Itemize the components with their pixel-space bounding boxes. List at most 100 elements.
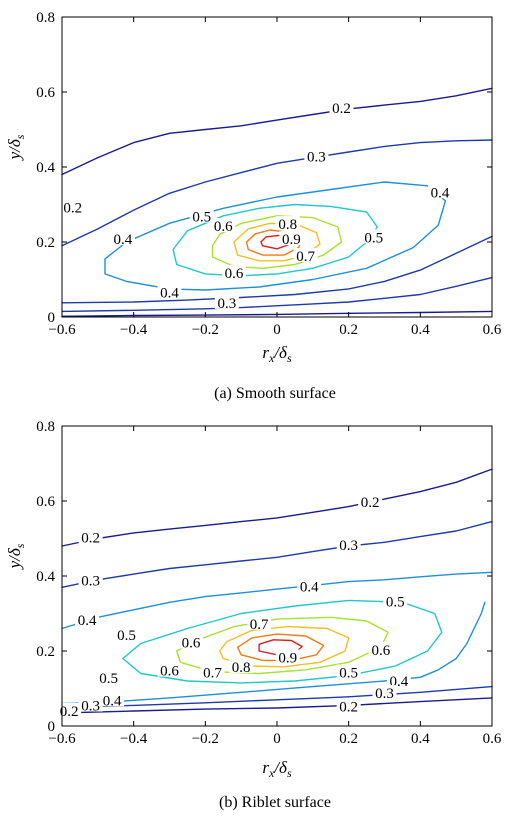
contour-label-bg [114, 627, 139, 641]
y-axis-label: y/δs [5, 543, 27, 570]
y-tick-label: 0.4 [36, 160, 55, 176]
y-tick-label: 0 [48, 719, 56, 735]
panel-b-riblet-surface: 0.20.20.30.30.40.40.50.50.6 0.60.70.5 0.6 0… [5, 419, 502, 811]
contour-label: 0.2 [81, 531, 100, 547]
contour-label-bg [222, 264, 246, 279]
y-tick-label: 0.2 [36, 644, 55, 660]
contour-label: 0.4 [300, 579, 319, 595]
contour-line-0.2-0 [61, 468, 493, 547]
contour-label: 0.4 [78, 613, 97, 629]
x-tick-label: −0.6 [48, 322, 76, 338]
contour-label-bg [275, 649, 300, 664]
contour-label-bg [189, 208, 214, 223]
contour-label-bg [293, 248, 318, 262]
contour-label: 0.6 [214, 219, 233, 235]
contour-line-0.6-0 [176, 616, 389, 675]
contour-label-bg [304, 148, 329, 163]
contour-label-bg [368, 642, 393, 656]
contour-label: 0.9 [282, 232, 301, 248]
contour-label-bg [358, 493, 383, 508]
contour-label-bg [428, 184, 453, 199]
contour-label-bg [157, 662, 182, 677]
contour-label-bg [110, 231, 135, 246]
contour-label-bg [383, 593, 408, 608]
contour-label-bg [372, 685, 397, 700]
contour-label: 0.3 [217, 296, 236, 312]
contour-line-0.7-0 [233, 222, 321, 262]
y-tick-label: 0.8 [36, 419, 55, 435]
contour-label: 0.5 [339, 666, 358, 682]
contour-label: 0.5 [364, 230, 383, 246]
contour-label-bg [179, 634, 203, 649]
contour-label: 0.3 [307, 150, 326, 166]
contour-label: 0.8 [232, 660, 251, 676]
contour-label: 0.5 [386, 594, 405, 610]
contour-label: 0.3 [339, 538, 358, 554]
contour-label: 0.7 [296, 249, 315, 265]
contour-label: 0.3 [81, 699, 100, 715]
contour-label: 0.7 [250, 617, 269, 633]
contour-line-0.2-1 [61, 697, 493, 714]
contour-label-bg [78, 697, 103, 712]
contour-label: 0.6 [225, 266, 244, 282]
contour-label: 0.3 [81, 574, 100, 590]
contour-label: 0.7 [203, 666, 222, 682]
x-tick-label: 0.2 [339, 731, 358, 747]
contour-label: 0.3 [375, 686, 394, 702]
contour-line-0.6-0 [211, 215, 343, 269]
x-tick-label: −0.2 [192, 322, 219, 338]
contour-line-0.5-0 [122, 599, 443, 684]
contour-label-bg [200, 664, 225, 679]
contour-label: 0.8 [278, 217, 297, 233]
x-tick-label: 0.4 [411, 731, 430, 747]
contour-line-0.3-0 [61, 139, 493, 247]
contour-label-bg [275, 216, 300, 231]
contour-label: 0.4 [431, 185, 450, 201]
contour-line-0.2-0 [61, 87, 493, 176]
contour-label-bg [247, 615, 272, 630]
contour-label: 0.6 [372, 643, 391, 659]
contour-label-bg [297, 578, 322, 593]
contour-line-0.3-2 [61, 235, 493, 304]
contour-label-bg [229, 658, 254, 673]
contour-label: 0.2 [332, 101, 351, 117]
y-tick-label: 0.6 [36, 494, 55, 510]
contour-label-bg [336, 537, 361, 551]
x-tick-label: −0.6 [48, 731, 76, 747]
x-tick-label: 0.4 [411, 322, 430, 338]
x-tick-label: 0.6 [483, 731, 502, 747]
contour-label-bg [78, 572, 103, 587]
contour-label-bg [96, 670, 121, 685]
contour-line-0.3-1 [61, 685, 493, 708]
contour-label: 0.5 [117, 628, 136, 644]
contour-label: 0.9 [278, 651, 297, 667]
panel-a-smooth-surface: 0.20.30.20.40.40.30.40.50.50.60.60.70.80… [5, 10, 502, 402]
contour-label: 0.4 [160, 285, 179, 301]
x-tick-label: −0.4 [120, 322, 148, 338]
contour-line-0.7-0 [219, 625, 350, 668]
x-axis-label: rx/δs [262, 343, 292, 365]
plot-frame [61, 16, 493, 318]
contour-line-0.4-0 [61, 571, 493, 630]
contour-label-bg [336, 698, 361, 713]
contour-label-bg [157, 284, 182, 299]
y-axis-label: y/δs [5, 134, 27, 161]
x-tick-label: 0.2 [339, 322, 358, 338]
contour-label-bg [60, 199, 85, 214]
contour-label-bg [214, 294, 239, 309]
contour-label: 0.6 [160, 664, 179, 680]
contour-label-bg [78, 529, 103, 544]
contour-label-bg [279, 231, 304, 246]
x-tick-label: 0 [273, 731, 281, 747]
x-axis-label: rx/δs [262, 758, 292, 780]
y-tick-label: 0.2 [36, 235, 55, 251]
contour-label: 0.4 [114, 232, 133, 248]
contour-label-bg [336, 664, 361, 679]
contour-label: 0.2 [63, 200, 82, 216]
contour-label: 0.4 [103, 693, 122, 709]
x-tick-label: 0 [273, 322, 281, 338]
contour-label-bg [361, 229, 386, 244]
contour-label-bg [211, 218, 236, 232]
contour-label-bg [329, 99, 354, 114]
